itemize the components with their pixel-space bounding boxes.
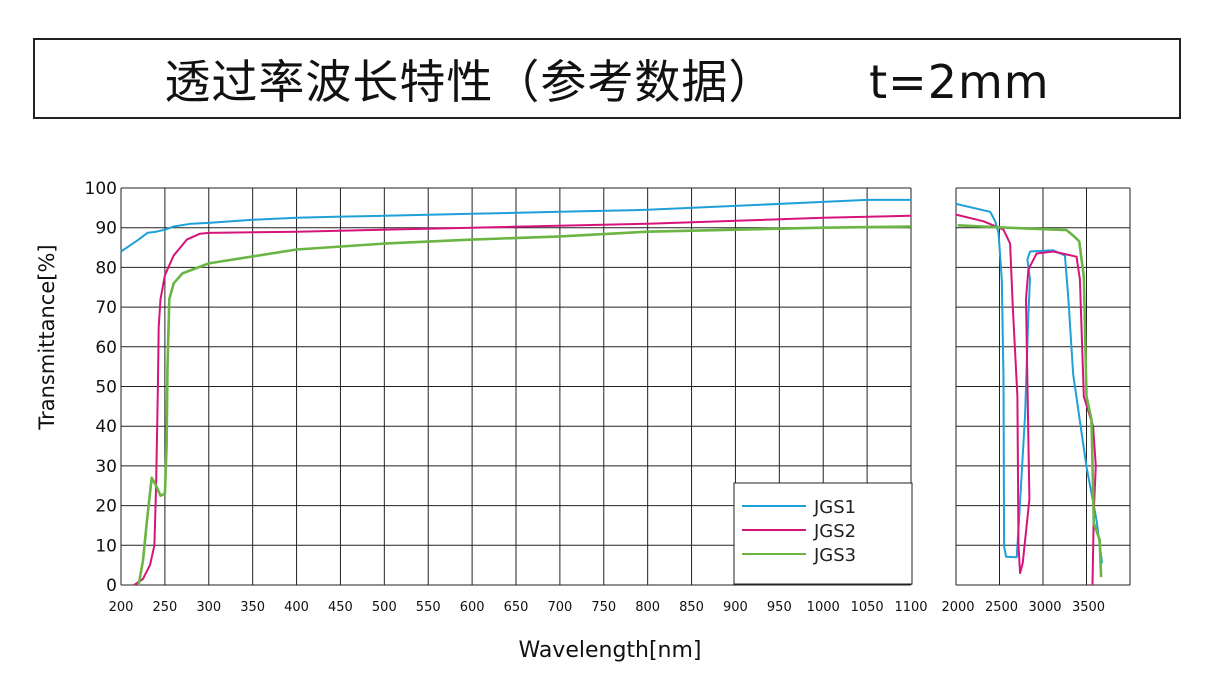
y-tick-label: 90	[95, 219, 117, 239]
x-tick-label: 950	[767, 600, 792, 615]
x-tick-label: 450	[328, 600, 353, 615]
y-tick-label: 70	[95, 298, 117, 318]
x-tick-label: 2000	[941, 600, 974, 615]
y-tick-label: 80	[95, 258, 117, 278]
series-line-jgs3-panel2	[957, 224, 1103, 578]
y-tick-label: 60	[95, 338, 117, 358]
x-axis-label: Wavelength[nm]	[518, 638, 701, 663]
y-tick-label: 40	[95, 417, 117, 437]
y-tick-label: 30	[95, 457, 117, 477]
x-tick-label: 400	[284, 600, 309, 615]
x-tick-label: 800	[635, 600, 660, 615]
x-tick-label: 600	[460, 600, 485, 615]
x-tick-label: 1050	[851, 600, 884, 615]
x-tick-label: 350	[240, 600, 265, 615]
x-tick-label: 3000	[1028, 600, 1061, 615]
x-tick-label: 200	[109, 600, 134, 615]
x-tick-label: 750	[591, 600, 616, 615]
x-tick-label: 3500	[1072, 600, 1105, 615]
x-tick-label: 550	[416, 600, 441, 615]
title-box: 透过率波长特性（参考数据） t=2mm	[33, 38, 1181, 119]
legend-label: JGS1	[813, 497, 856, 518]
y-tick-label: 0	[106, 576, 117, 596]
x-tick-label: 900	[723, 600, 748, 615]
y-tick-label: 10	[95, 536, 117, 556]
x-tick-label: 1100	[894, 600, 927, 615]
series-line-jgs2-panel1	[133, 214, 912, 586]
series-line-jgs3-panel1	[137, 225, 912, 586]
x-tick-label: 650	[504, 600, 529, 615]
y-tick-label: 20	[95, 497, 117, 517]
x-tick-label: 300	[196, 600, 221, 615]
legend: JGS1 JGS2 JGS3	[733, 482, 913, 585]
x-tick-label: 2500	[985, 600, 1018, 615]
y-tick-label: 100	[85, 179, 117, 199]
x-tick-label: 250	[152, 600, 177, 615]
legend-box	[733, 482, 913, 585]
x-tick-label: 500	[372, 600, 397, 615]
series-line-jgs1-panel1	[120, 198, 911, 253]
legend-label: JGS3	[813, 545, 856, 566]
x-tick-label: 850	[679, 600, 704, 615]
y-axis-label: Transmittance[%]	[35, 244, 59, 430]
legend-label: JGS2	[813, 521, 856, 542]
x-tick-label: 1000	[807, 600, 840, 615]
x-tick-label: 700	[547, 600, 572, 615]
y-tick-label: 50	[95, 378, 117, 398]
chart-title: 透过率波长特性（参考数据） t=2mm	[164, 54, 1050, 109]
